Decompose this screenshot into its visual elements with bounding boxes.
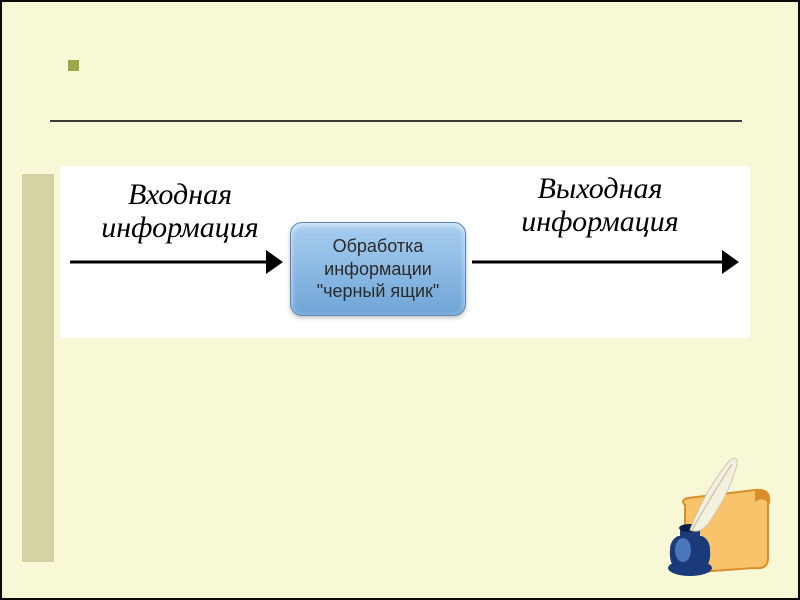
process-box-text: Обработка информации "черный ящик" [317, 235, 440, 303]
bullet-rect [68, 60, 79, 71]
arrow-left-icon [70, 248, 284, 276]
inkwell-quill-icon [650, 450, 780, 580]
title-underline [50, 120, 742, 122]
process-box: Обработка информации "черный ящик" [290, 222, 466, 316]
arrow-right-icon [472, 248, 740, 276]
input-label: Входная информация [80, 178, 280, 244]
title-bullet-icon [68, 60, 79, 71]
slide-canvas: Входная информация Выходная информация О… [0, 0, 800, 600]
output-label: Выходная информация [480, 172, 720, 238]
